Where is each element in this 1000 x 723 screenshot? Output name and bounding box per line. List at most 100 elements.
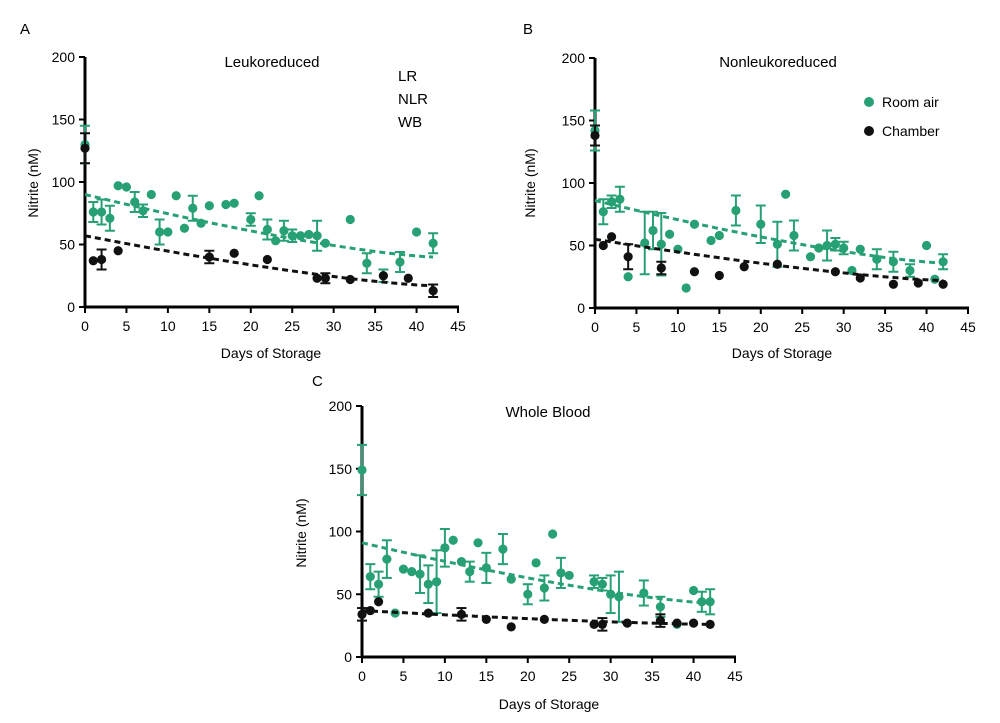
panel-a-room_air-point [246,214,256,225]
panel-b-x-tick-label: 0 [591,319,599,335]
panel-b-room_air-point [615,194,625,204]
panel-a-room_air-point [113,181,123,191]
panel-a-chamber-point [320,273,330,283]
panel-c-room_air-point [365,572,375,582]
panel-c-x-tick-label: 40 [686,668,702,684]
panel-c-room_air-point [473,538,483,548]
panel-b-room_air-point [814,243,824,253]
panel-a-x-tick-label: 40 [409,318,425,334]
panel-c-room_air-point [548,529,558,539]
legend-room-air-label: Room air [882,94,939,110]
panel-b-chamber-point [598,240,608,251]
panel-a-x-tick-label: 25 [284,318,300,334]
panel-c-room_air-point [423,579,433,589]
panel-a-room_air-point [295,231,306,241]
panel-a-chamber-point [378,271,388,281]
panel-c-room_air-point [556,568,566,578]
panel-b-room_air-point [855,244,865,254]
panel-c-room_air-point [357,465,367,475]
panel-b-chamber-point [714,270,724,281]
panel-c-room_air-point [614,592,624,602]
panel-c-x-axis-label: Days of Storage [499,696,600,712]
panel-c-room_air-point [506,574,516,584]
panel-c-x-tick-label: 30 [603,668,619,684]
panel-c-y-axis-label: Nitrite (nM) [293,498,309,567]
panel-b-label: B [523,21,533,38]
panel-a-chamber-point [88,256,98,266]
panel-a-y-tick-label: 0 [67,299,75,315]
panel-c-room_air-point [639,588,649,598]
panel-a-room_air-point [88,207,98,217]
panel-c-x-tick-label: 15 [479,668,495,684]
panel-c-x-tick-label: 10 [437,668,453,684]
panel-a-room_air-point [287,231,297,241]
panel-b-plot: 0 50 100 150 200 0 5 10 15 20 25 30 35 40 45 [562,50,976,335]
panel-c-x-tick-label: 45 [727,668,743,684]
panel-b-room_air-point [756,219,766,229]
panel-c-room_air-point [539,583,549,593]
panel-c-room_air-point [432,577,442,587]
panel-b-room_air-point [938,257,948,267]
panel-b-room_air-point [822,240,832,251]
panel-a-room_air-point [362,258,372,268]
panel-c-plot: 0 50 100 150 200 0 5 10 15 20 25 30 35 40 45 [329,398,743,684]
panel-c-chamber-point [622,618,632,628]
panel-b: B Nonleukoreduced Nitrite (nM) Days of S… [522,21,976,361]
panel-c-room_air-point [597,579,607,589]
panel-a: A Leukoreduced LR NLR WB Nitrite (nM) Da… [20,21,466,361]
panel-c-room_air-point [705,597,715,607]
panel-b-chamber-trend-line [594,237,944,282]
panel-c-chamber-point [705,619,715,629]
panel-b-room_air-point [830,239,840,249]
panel-a-y-tick-label: 200 [52,49,76,65]
panel-a-room_air-point [146,189,156,200]
panel-c-room_air-point [407,567,417,577]
panel-b-room_air-point [905,265,915,276]
panel-a-room_air-point [163,227,173,237]
panel-a-room_air-point [221,199,231,210]
panel-c-chamber-point [506,622,516,632]
panel-b-room_air-point [714,230,724,241]
panel-b-title: Nonleukoreduced [719,54,837,71]
panel-a-room_air-point [229,198,239,208]
panel-b-x-tick-label: 40 [919,319,935,335]
panel-c-room_air-point [688,585,699,596]
panel-b-room_air-point [606,197,617,207]
panel-b-room_air-point [731,205,741,216]
panel-b-chamber-point [888,279,899,289]
panel-a-room_air-point [155,227,165,237]
panel-b-chamber-point [689,267,700,277]
panel-b-x-axis-label: Days of Storage [732,345,833,361]
panel-b-x-tick-label: 25 [794,319,810,335]
panel-b-x-tick-label: 5 [633,319,641,335]
panel-b-x-tick-label: 10 [670,319,686,335]
panel-b-room_air-point [648,225,658,236]
panel-a-room_air-point [312,231,322,241]
panel-c-chamber-point [655,616,666,626]
panel-b-chamber-point [623,252,633,262]
panel-b-y-axis-label: Nitrite (nM) [522,148,538,217]
panel-b-chamber-point [739,262,749,272]
legend: Room air Chamber [864,94,940,139]
panel-c-room_air-point [481,563,491,573]
panel-b-chamber-point [656,263,666,273]
panel-a-chamber-trend-line [84,234,434,288]
panel-c-chamber-point [481,614,491,624]
panel-c-chamber-point [456,609,467,619]
panel-a-chamber-point [403,273,413,283]
panel-a-y-tick-label: 50 [59,237,75,253]
panel-b-y-tick-label: 200 [562,50,586,66]
panel-b-room_air-point [872,254,882,264]
panel-c-label: C [312,373,323,390]
panel-c-room_air-point [523,589,533,599]
panel-a-chamber-point [262,254,272,265]
panel-a-room_air-point [320,238,330,248]
panel-a-room_air-point [130,197,140,207]
panel-c-x-tick-label: 20 [520,668,536,684]
panel-a-chamber-point [229,248,239,258]
panel-a-room_air-point [188,203,198,213]
panel-a-x-tick-label: 10 [160,318,176,334]
panel-a-room_air-point [196,218,206,228]
panel-c-room_air-point [382,554,392,564]
panel-b-room_air-point [640,238,650,248]
